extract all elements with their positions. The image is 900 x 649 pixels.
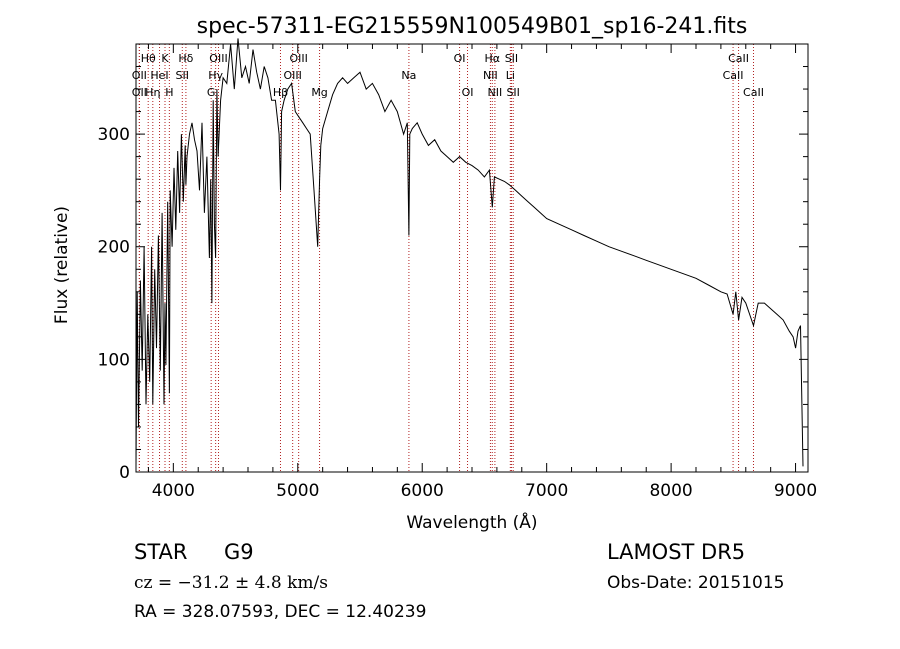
x-axis-label: Wavelength (Å) bbox=[406, 511, 537, 533]
y-tick-label: 100 bbox=[98, 350, 130, 370]
line-label-hβ: Hβ bbox=[273, 86, 288, 99]
line-label-hei: HeI bbox=[150, 69, 168, 82]
line-label-caii: CaII bbox=[728, 52, 749, 65]
x-tick-label: 6000 bbox=[401, 481, 444, 501]
observation-date: Obs-Date: 20151015 bbox=[607, 573, 785, 593]
line-label-caii: CaII bbox=[743, 86, 764, 99]
y-tick-label: 0 bbox=[119, 463, 130, 483]
plot-axes: 4000 5000 6000 7000 8000 9000 0 100 200 300 bbox=[98, 43, 817, 501]
line-label-mg: Mg bbox=[311, 86, 327, 99]
survey-name: LAMOST DR5 bbox=[607, 540, 746, 564]
line-label-hθ: Hθ bbox=[141, 52, 156, 65]
y-axis-label: Flux (relative) bbox=[52, 206, 72, 324]
x-tick-label: 9000 bbox=[774, 481, 817, 501]
object-subclass: G9 bbox=[224, 540, 254, 564]
x-tick-label: 5000 bbox=[276, 481, 319, 501]
line-label-hδ: Hδ bbox=[178, 52, 193, 65]
line-label-oiii: OIII bbox=[289, 52, 307, 65]
object-class: STAR bbox=[134, 540, 188, 564]
line-label-hα: Hα bbox=[485, 52, 501, 65]
plot-frame bbox=[135, 43, 809, 473]
line-label-oii: OII bbox=[132, 69, 147, 82]
line-label-sii: SII bbox=[505, 52, 518, 65]
line-label-sii: SII bbox=[506, 86, 519, 99]
line-label-nii: NII bbox=[488, 86, 503, 99]
redshift-cz: cz = −31.2 ± 4.8 km/s bbox=[134, 573, 328, 593]
line-label-sii: SII bbox=[176, 69, 189, 82]
line-label-oiii: OIII bbox=[283, 69, 301, 82]
y-tick-label: 200 bbox=[98, 238, 130, 258]
chart-title: spec-57311-EG215559N100549B01_sp16-241.f… bbox=[197, 14, 748, 39]
line-label-hη: Hη bbox=[145, 86, 160, 99]
line-label-g: G bbox=[207, 86, 216, 99]
x-tick-label: 8000 bbox=[649, 481, 692, 501]
line-label-h: H bbox=[165, 86, 173, 99]
line-label-li: Li bbox=[506, 69, 515, 82]
spectrum-series-line bbox=[135, 38, 804, 467]
y-tick-label: 300 bbox=[98, 125, 130, 145]
line-label-na: Na bbox=[401, 69, 416, 82]
line-label-caii: CaII bbox=[723, 69, 744, 82]
line-label-oi: OI bbox=[462, 86, 474, 99]
coordinates: RA = 328.07593, DEC = 12.40239 bbox=[134, 602, 427, 622]
x-tick-label: 4000 bbox=[152, 481, 195, 501]
x-tick-label: 7000 bbox=[525, 481, 568, 501]
line-label-oiii: OIII bbox=[209, 52, 227, 65]
line-label-oi: OI bbox=[454, 52, 466, 65]
line-label-k: K bbox=[161, 52, 169, 65]
line-label-hγ: Hγ bbox=[208, 69, 223, 82]
spectral-line-markers bbox=[138, 44, 754, 472]
line-label-nii: NII bbox=[483, 69, 498, 82]
